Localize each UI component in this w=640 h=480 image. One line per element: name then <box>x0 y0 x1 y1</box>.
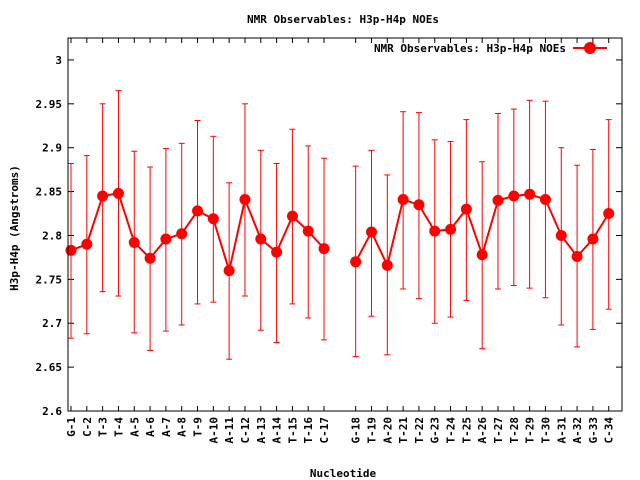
data-point <box>508 190 520 202</box>
data-point <box>97 190 109 202</box>
data-point <box>445 223 457 235</box>
data-point <box>302 225 314 237</box>
data-point <box>160 233 172 245</box>
x-tick-label: G-18 <box>350 417 363 444</box>
x-tick-label: C-17 <box>318 417 331 444</box>
plot-frame <box>67 37 623 412</box>
x-tick-label: A-6 <box>144 417 157 437</box>
y-tick-label: 2.7 <box>42 317 62 330</box>
x-tick-label: A-7 <box>160 417 173 437</box>
data-point <box>587 233 599 245</box>
data-point <box>476 249 488 261</box>
x-tick-label: A-8 <box>176 417 189 437</box>
data-point <box>524 188 536 200</box>
data-point <box>571 251 583 263</box>
y-tick-label: 2.9 <box>42 142 62 155</box>
x-tick-label: T-28 <box>508 417 521 444</box>
data-point <box>223 265 235 277</box>
data-point <box>492 194 504 206</box>
data-point <box>397 193 409 205</box>
x-tick-label: C-34 <box>603 417 616 444</box>
x-tick-label: A-14 <box>271 417 284 444</box>
data-point <box>286 210 298 222</box>
x-tick-label: T-24 <box>445 417 458 444</box>
x-tick-label: A-10 <box>207 417 220 444</box>
x-tick-label: C-12 <box>239 417 252 444</box>
data-point <box>429 225 441 237</box>
data-point <box>128 236 140 248</box>
x-tick-label: T-3 <box>97 417 110 437</box>
x-tick-label: A-5 <box>128 417 141 437</box>
x-tick-label: A-31 <box>555 417 568 444</box>
x-tick-label: A-26 <box>476 417 489 444</box>
data-point <box>271 246 283 258</box>
y-tick-label: 2.75 <box>36 273 63 286</box>
data-point <box>381 259 393 271</box>
data-point <box>555 229 567 241</box>
y-tick-label: 3 <box>55 54 62 67</box>
data-point <box>350 256 362 268</box>
data-point <box>239 193 251 205</box>
x-tick-label: T-19 <box>365 417 378 444</box>
legend: NMR Observables: H3p-H4p NOEs <box>374 42 607 55</box>
x-tick-label: T-22 <box>413 417 426 444</box>
chart-title: NMR Observables: H3p-H4p NOEs <box>247 13 439 26</box>
x-tick-label: T-25 <box>460 417 473 444</box>
y-tick-label: 2.85 <box>36 186 63 199</box>
data-point <box>318 243 330 255</box>
x-tick-label: A-20 <box>381 417 394 444</box>
y-tick-label: 2.8 <box>42 229 62 242</box>
x-tick-label: T-9 <box>192 417 205 437</box>
x-tick-label: G-1 <box>65 417 78 437</box>
y-axis-label: H3p-H4p (Angstroms) <box>8 165 21 291</box>
y-tick-label: 2.95 <box>36 98 63 111</box>
x-tick-label: T-15 <box>286 417 299 444</box>
data-point <box>539 193 551 205</box>
x-tick-label: T-30 <box>539 417 552 444</box>
x-axis-label: Nucleotide <box>310 467 377 480</box>
data-point <box>413 199 425 211</box>
x-tick-label: G-23 <box>429 417 442 444</box>
data-point <box>460 203 472 215</box>
legend-marker <box>584 42 596 54</box>
x-tick-label: T-16 <box>302 417 315 444</box>
y-tick-label: 2.65 <box>36 361 63 374</box>
y-tick-label: 2.6 <box>42 405 62 418</box>
legend-label: NMR Observables: H3p-H4p NOEs <box>374 42 566 55</box>
data-point <box>365 226 377 238</box>
data-point <box>65 244 77 256</box>
x-tick-label: G-33 <box>587 417 600 444</box>
data-point <box>603 208 615 220</box>
x-tick-label: A-32 <box>571 417 584 444</box>
x-tick-label: T-4 <box>112 417 125 437</box>
data-point <box>176 228 188 240</box>
x-tick-label: A-11 <box>223 417 236 444</box>
data-point <box>207 213 219 225</box>
data-point <box>255 233 267 245</box>
data-point <box>81 238 93 250</box>
x-tick-label: T-27 <box>492 417 505 444</box>
data-point <box>192 205 204 217</box>
x-tick-label: A-13 <box>255 417 268 444</box>
x-tick-label: C-2 <box>81 417 94 437</box>
data-point <box>112 187 124 199</box>
x-tick-label: T-21 <box>397 417 410 444</box>
x-tick-label: T-29 <box>524 417 537 444</box>
data-point <box>144 252 156 264</box>
